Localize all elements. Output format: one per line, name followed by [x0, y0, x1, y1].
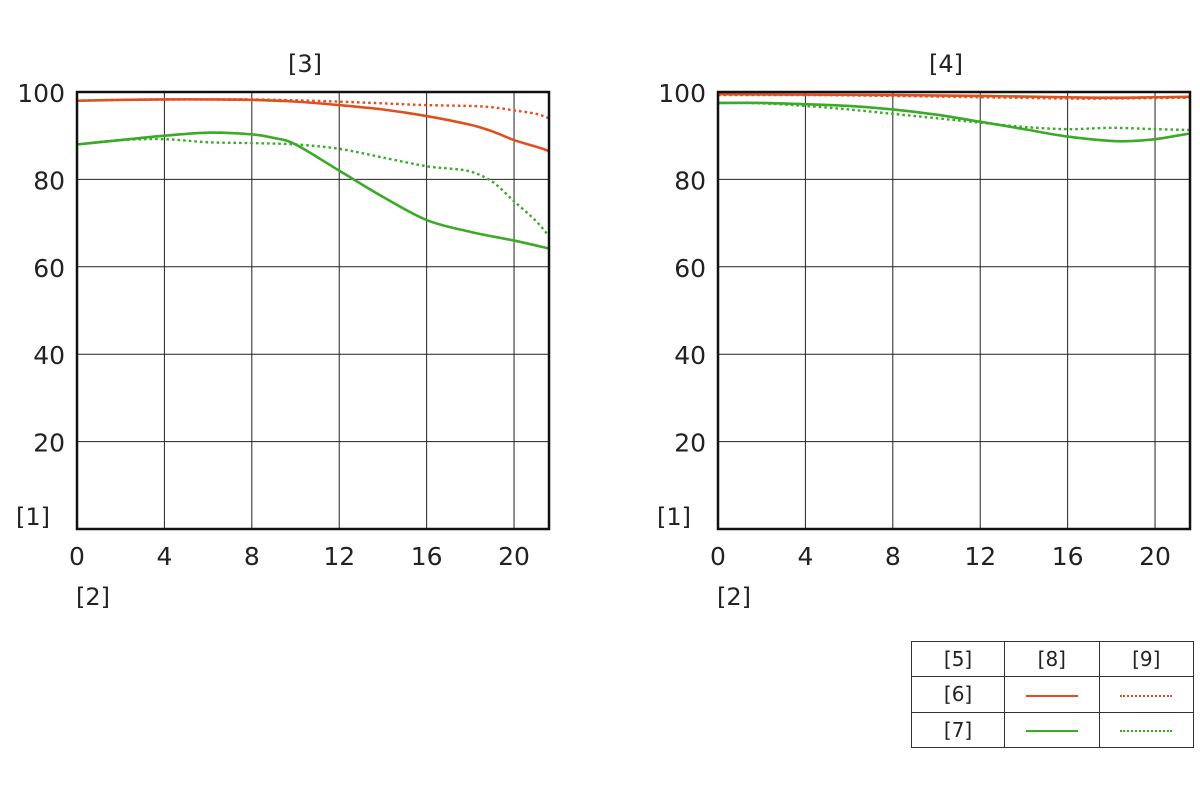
series-line-solid	[76, 131, 550, 250]
chart-panel-2: 0 4 8 12 16 20 20 40 60 80 100 [4] [1] [2]	[657, 50, 1192, 611]
series-line-dotted	[717, 93, 1191, 100]
series-line-solid	[76, 98, 550, 153]
y-axis-label: [1]	[657, 503, 691, 531]
plot-frame	[716, 90, 1192, 531]
y-tick-label: 80	[33, 166, 65, 195]
legend-row: [7]	[910, 711, 1195, 749]
legend-swatch-solid	[1025, 694, 1078, 697]
y-tick-label: 40	[33, 341, 65, 370]
legend-row: [6]	[910, 676, 1195, 713]
x-tick-label: 8	[885, 542, 901, 571]
legend-swatch-cell	[1004, 711, 1100, 749]
y-tick-label: 60	[33, 254, 65, 283]
x-tick-label: 16	[411, 542, 443, 571]
legend-swatch-solid	[1025, 730, 1078, 733]
x-tick-label: 0	[69, 542, 85, 571]
legend-swatch-cell	[1098, 676, 1195, 713]
chart-panel-1: 0 4 8 12 16 20 20 40 60 80 100 [3] [1] [2]	[16, 50, 551, 611]
legend-header-cell: [8]	[1004, 640, 1100, 678]
plot-frame	[75, 90, 551, 531]
legend-swatch-cell	[1004, 676, 1100, 713]
x-tick-label: 4	[156, 542, 172, 571]
series-line-solid	[717, 101, 1191, 143]
x-tick-label: 0	[710, 542, 726, 571]
chart-title: [3]	[288, 50, 322, 78]
legend-header-cell: [9]	[1098, 640, 1195, 678]
legend-header-cell: [5]	[910, 640, 1006, 678]
y-tick-label: 100	[658, 79, 706, 108]
series-line-dotted	[717, 101, 1191, 132]
legend-table: [5] [8] [9] [6] [7]	[910, 640, 1195, 749]
legend-swatch-dotted	[1120, 694, 1173, 697]
series-line-dotted	[76, 98, 550, 120]
legend-swatch-cell	[1098, 711, 1195, 749]
y-tick-label: 40	[674, 341, 706, 370]
x-tick-label: 12	[964, 542, 996, 571]
x-tick-label: 4	[797, 542, 813, 571]
chart-title: [4]	[929, 50, 963, 78]
legend-header-row: [5] [8] [9]	[910, 640, 1195, 678]
legend-row-label: [6]	[910, 676, 1006, 713]
x-tick-label: 8	[244, 542, 260, 571]
x-tick-label: 20	[1139, 542, 1171, 571]
legend-swatch-dotted	[1120, 730, 1173, 733]
legend-row-label: [7]	[910, 711, 1006, 749]
x-axis-label: [2]	[76, 583, 110, 611]
y-tick-label: 80	[674, 166, 706, 195]
y-tick-label: 20	[33, 429, 65, 458]
x-tick-label: 16	[1052, 542, 1084, 571]
x-tick-label: 20	[498, 542, 530, 571]
x-tick-label: 12	[323, 542, 355, 571]
y-axis-label: [1]	[16, 503, 50, 531]
y-tick-label: 100	[17, 79, 65, 108]
y-tick-label: 60	[674, 254, 706, 283]
x-axis-label: [2]	[717, 583, 751, 611]
y-tick-label: 20	[674, 429, 706, 458]
